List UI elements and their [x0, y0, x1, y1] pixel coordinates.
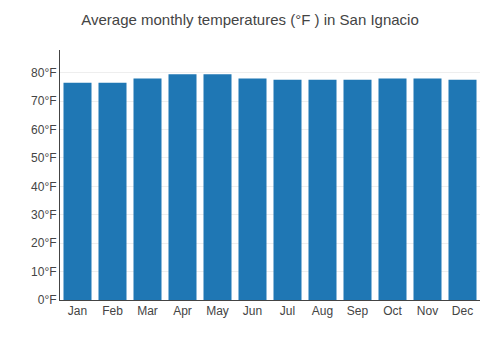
- svg-text:80°F: 80°F: [31, 66, 56, 80]
- svg-text:0°F: 0°F: [38, 293, 57, 307]
- svg-text:Apr: Apr: [173, 304, 192, 318]
- svg-text:10°F: 10°F: [31, 265, 56, 279]
- svg-text:Jun: Jun: [243, 304, 262, 318]
- svg-text:70°F: 70°F: [31, 94, 56, 108]
- svg-text:Feb: Feb: [102, 304, 123, 318]
- svg-text:Dec: Dec: [452, 304, 473, 318]
- svg-text:Sep: Sep: [347, 304, 369, 318]
- svg-text:May: May: [206, 304, 229, 318]
- svg-text:30°F: 30°F: [31, 208, 56, 222]
- svg-text:Average monthly temperatures (: Average monthly temperatures (°F ) in Sa…: [81, 11, 419, 28]
- svg-text:50°F: 50°F: [31, 151, 56, 165]
- svg-text:20°F: 20°F: [31, 236, 56, 250]
- svg-text:60°F: 60°F: [31, 123, 56, 137]
- svg-text:Jan: Jan: [68, 304, 87, 318]
- svg-text:Nov: Nov: [417, 304, 438, 318]
- svg-text:Mar: Mar: [137, 304, 158, 318]
- svg-text:Oct: Oct: [383, 304, 402, 318]
- svg-text:Aug: Aug: [312, 304, 333, 318]
- svg-text:40°F: 40°F: [31, 180, 56, 194]
- svg-text:Jul: Jul: [280, 304, 295, 318]
